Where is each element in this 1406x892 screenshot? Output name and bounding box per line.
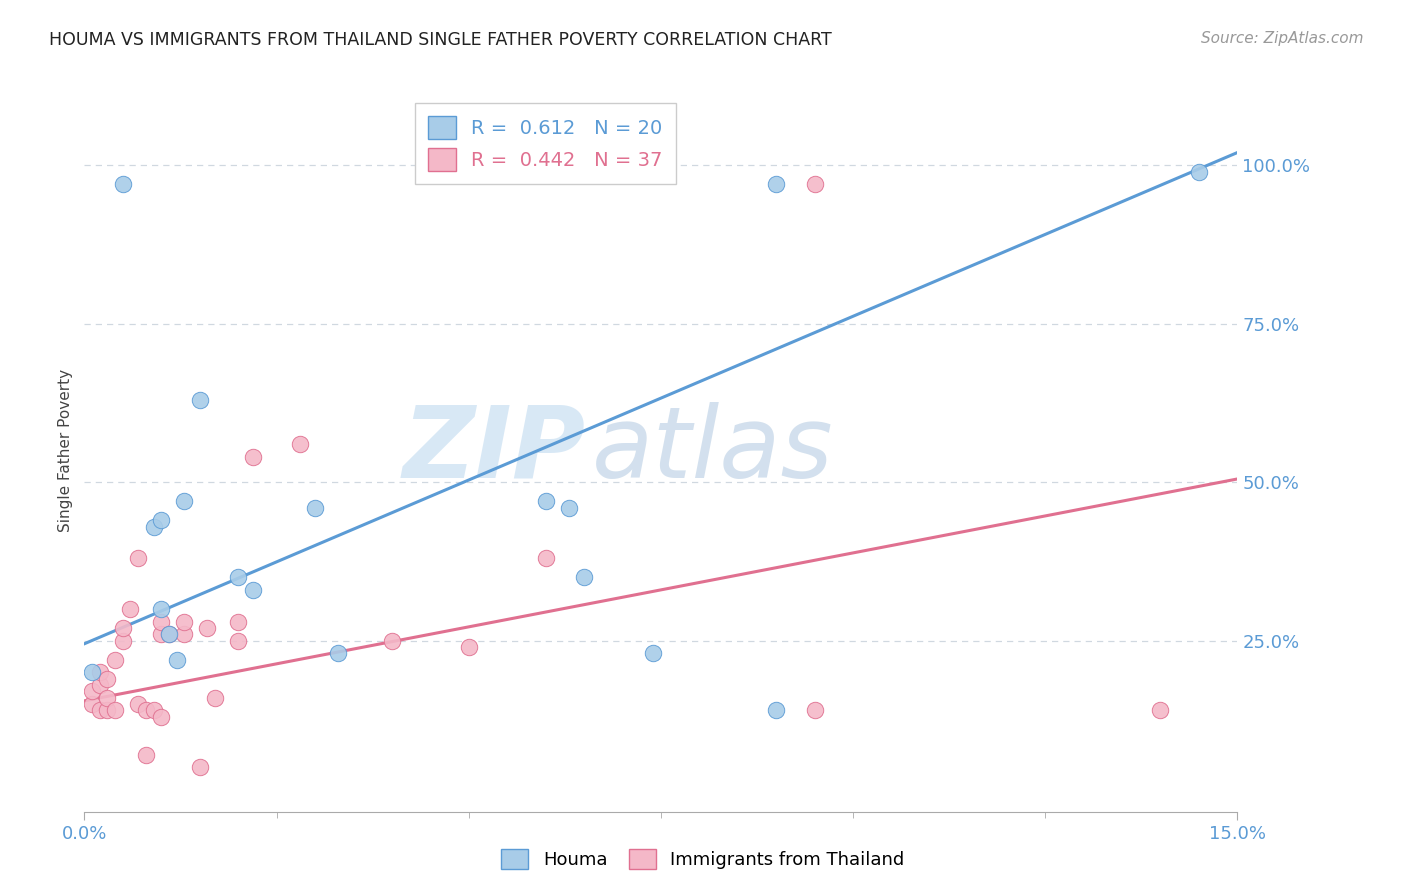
Text: atlas: atlas (592, 402, 834, 499)
Point (173, 494, 195, 508)
Point (104, 703, 127, 717)
Text: Source: ZipAtlas.com: Source: ZipAtlas.com (1201, 31, 1364, 46)
Point (111, 633, 134, 648)
Point (226, 570, 249, 584)
Point (150, 615, 173, 629)
Point (381, 633, 404, 648)
Point (557, 500, 579, 515)
Point (157, 627, 180, 641)
Point (173, 615, 195, 629)
Point (89, 678, 111, 692)
Point (104, 652, 127, 666)
Point (157, 627, 180, 641)
Text: ZIP: ZIP (404, 402, 586, 499)
Point (288, 437, 311, 451)
Point (111, 621, 134, 635)
Point (803, 178, 825, 192)
Point (765, 703, 787, 717)
Legend: R =  0.612   N = 20, R =  0.442   N = 37: R = 0.612 N = 20, R = 0.442 N = 37 (415, 103, 676, 185)
Point (111, 178, 134, 192)
Point (150, 513, 173, 527)
Point (643, 646, 665, 660)
Point (120, 602, 142, 616)
Point (457, 640, 479, 654)
Point (242, 450, 264, 464)
Point (188, 392, 211, 407)
Y-axis label: Single Father Poverty: Single Father Poverty (58, 369, 73, 532)
Point (226, 633, 249, 648)
Point (195, 621, 218, 635)
Point (204, 690, 226, 705)
Point (326, 646, 349, 660)
Point (135, 703, 157, 717)
Point (1188, 164, 1211, 178)
Point (803, 703, 825, 717)
Point (142, 703, 165, 717)
Point (534, 551, 557, 566)
Point (173, 627, 195, 641)
Point (96, 703, 118, 717)
Point (1149, 703, 1171, 717)
Point (127, 697, 149, 711)
Point (80, 665, 103, 680)
Point (242, 582, 264, 597)
Point (80, 697, 103, 711)
Point (127, 551, 149, 566)
Point (765, 178, 787, 192)
Point (135, 747, 157, 762)
Text: HOUMA VS IMMIGRANTS FROM THAILAND SINGLE FATHER POVERTY CORRELATION CHART: HOUMA VS IMMIGRANTS FROM THAILAND SINGLE… (49, 31, 832, 49)
Point (150, 602, 173, 616)
Point (89, 665, 111, 680)
Point (150, 709, 173, 723)
Point (534, 494, 557, 508)
Point (188, 760, 211, 774)
Legend: Houma, Immigrants from Thailand: Houma, Immigrants from Thailand (492, 839, 914, 879)
Point (96, 690, 118, 705)
Point (572, 570, 595, 584)
Point (226, 615, 249, 629)
Point (80, 684, 103, 698)
Point (304, 500, 326, 515)
Point (166, 652, 188, 666)
Point (142, 519, 165, 533)
Point (96, 672, 118, 686)
Point (150, 627, 173, 641)
Point (89, 703, 111, 717)
